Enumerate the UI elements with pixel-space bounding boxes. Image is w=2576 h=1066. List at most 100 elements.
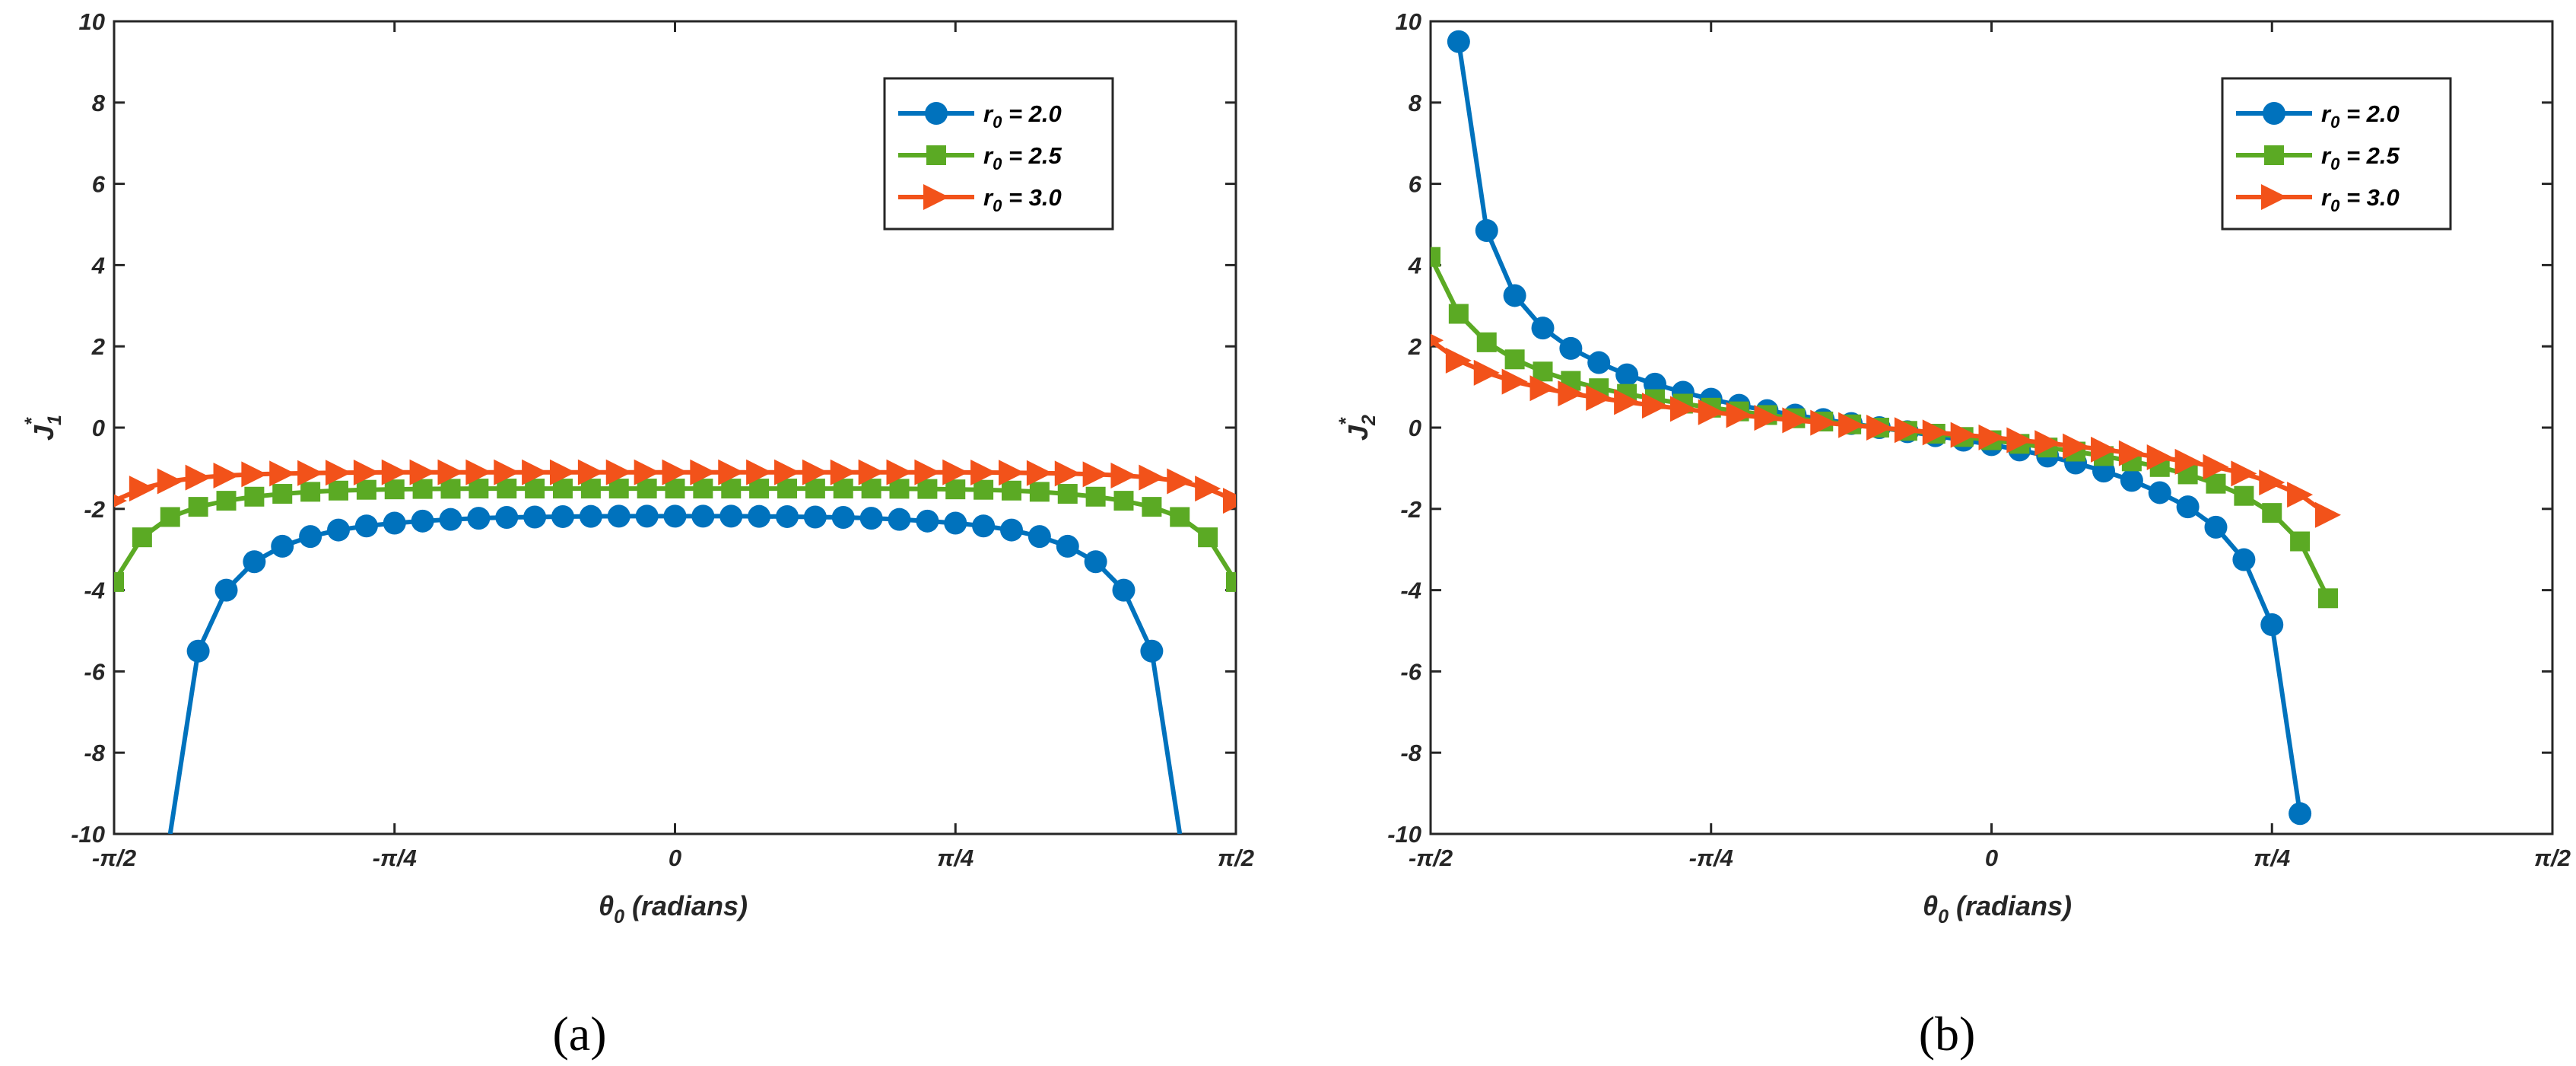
data-point-s2-16 xyxy=(549,459,576,485)
data-point-s2-35 xyxy=(1082,461,1109,488)
data-point-s0-2 xyxy=(243,550,266,574)
data-point-s2-28 xyxy=(2203,453,2229,480)
data-point-s1-31 xyxy=(2290,531,2311,552)
legend-label: r0 = 2.0 xyxy=(2321,100,2400,132)
data-point-s0-20 xyxy=(748,504,771,528)
y-tick-label: -8 xyxy=(1400,740,1421,766)
data-point-s1-29 xyxy=(917,479,938,499)
y-tick-label: -8 xyxy=(84,740,105,766)
data-point-s2-21 xyxy=(690,459,716,485)
y-tick-label: -10 xyxy=(71,821,105,848)
panel-label: (b) xyxy=(1919,1007,1976,1061)
data-point-s0-2 xyxy=(1503,284,1526,307)
data-point-s2-12 xyxy=(1754,405,1780,431)
data-point-s2-32 xyxy=(2315,501,2342,528)
data-point-s0-0 xyxy=(1447,30,1470,53)
data-point-s2-31 xyxy=(2287,482,2314,508)
data-point-s2-3 xyxy=(185,464,211,491)
data-point-s0-28 xyxy=(972,514,996,538)
data-point-s2-10 xyxy=(381,459,408,485)
data-point-s0-15 xyxy=(607,504,631,528)
y-tick-label: 6 xyxy=(92,171,106,198)
data-point-s2-19 xyxy=(1950,422,1977,448)
data-point-s0-33 xyxy=(2373,0,2396,11)
data-point-s2-19 xyxy=(634,459,660,485)
x-tick-label: π/2 xyxy=(2534,845,2571,871)
data-point-s2-4 xyxy=(213,463,240,489)
y-tick-label: -4 xyxy=(84,578,105,604)
y-axis-label: J2* xyxy=(1336,415,1380,441)
x-tick-label: 0 xyxy=(669,845,681,871)
data-point-s1-38 xyxy=(2486,0,2506,20)
data-point-s0-4 xyxy=(299,525,322,549)
data-point-s0-24 xyxy=(859,507,883,530)
data-point-s2-25 xyxy=(2118,440,2145,466)
data-point-s2-16 xyxy=(1866,415,1892,441)
data-point-s0-34 xyxy=(1140,639,1164,663)
data-point-s0-25 xyxy=(2148,481,2171,504)
data-point-s0-27 xyxy=(944,511,967,535)
data-point-s0-9 xyxy=(439,508,462,531)
data-point-s0-6 xyxy=(1615,363,1639,387)
data-point-s2-23 xyxy=(2063,433,2089,460)
legend-label: r0 = 2.5 xyxy=(983,142,1062,173)
data-point-s2-22 xyxy=(2034,430,2061,457)
y-tick-label: 8 xyxy=(1409,90,1422,116)
x-tick-label: -π/4 xyxy=(1689,845,1733,871)
y-tick-label: 2 xyxy=(91,333,105,360)
data-point-s2-7 xyxy=(297,460,324,486)
data-point-s0-6 xyxy=(354,514,378,538)
data-point-s0-34 xyxy=(2401,0,2424,11)
y-tick-label: -2 xyxy=(1400,496,1421,523)
data-point-s2-15 xyxy=(1838,412,1865,438)
data-point-s0-4 xyxy=(1559,336,1583,360)
data-point-s0-5 xyxy=(1587,351,1611,374)
data-point-s2-38 xyxy=(1167,468,1193,495)
legend-marker xyxy=(923,184,949,210)
data-point-s2-22 xyxy=(718,459,745,485)
data-point-s2-2 xyxy=(1473,359,1500,386)
data-point-s1-34 xyxy=(1057,484,1078,504)
data-point-s1-32 xyxy=(1002,480,1022,501)
data-point-s2-5 xyxy=(241,461,268,488)
y-tick-label: 6 xyxy=(1409,171,1422,198)
legend-label: r0 = 2.5 xyxy=(2321,142,2400,173)
data-point-s1-40 xyxy=(1226,571,1236,592)
data-point-s0-1 xyxy=(214,578,238,602)
series-group xyxy=(114,459,1236,834)
y-tick-label: -6 xyxy=(84,658,105,685)
data-point-s0-31 xyxy=(2317,0,2339,11)
data-point-s1-12 xyxy=(440,479,461,499)
data-point-s0-1 xyxy=(1475,219,1498,243)
data-point-s2-17 xyxy=(577,459,604,485)
data-point-s2-32 xyxy=(999,460,1025,486)
data-point-s1-35 xyxy=(1085,486,1106,507)
data-point-s1-36 xyxy=(2430,0,2450,20)
x-tick-label: -π/2 xyxy=(92,845,136,871)
data-point-s2-33 xyxy=(1026,460,1053,486)
data-point-s0-10 xyxy=(467,507,491,530)
data-point-s2-9 xyxy=(1669,396,1696,422)
legend-marker xyxy=(926,145,946,165)
data-point-s2-28 xyxy=(886,459,913,485)
chart-panel-a: -10 -8 -6 -4 -2 0 2 4 6 8 10 -π/2 -π/4 0 π/4 π/2 r0 = 2.… xyxy=(21,8,1254,1061)
x-tick-label: π/4 xyxy=(2254,845,2290,871)
data-point-s2-30 xyxy=(942,459,969,485)
data-point-s0-32 xyxy=(2345,0,2368,11)
data-point-s2-20 xyxy=(1978,424,2005,450)
data-point-s2-8 xyxy=(1641,393,1668,419)
data-point-s1-32 xyxy=(2318,588,2339,609)
data-point-s0-32 xyxy=(1084,550,1107,574)
data-point-s2-21 xyxy=(2006,427,2033,453)
data-point-s0-27 xyxy=(2204,515,2228,539)
data-point-s2-2 xyxy=(157,468,183,495)
data-point-s0-31 xyxy=(1056,534,1079,558)
data-point-s0-29 xyxy=(2260,613,2284,636)
data-point-s1-34 xyxy=(2374,0,2394,20)
legend-marker xyxy=(2263,102,2285,125)
data-point-s1-7 xyxy=(300,482,321,502)
data-point-s1-1 xyxy=(1448,304,1469,324)
data-point-s0-7 xyxy=(383,511,406,535)
data-point-s2-6 xyxy=(269,460,296,487)
panel-label: (a) xyxy=(552,1007,606,1061)
